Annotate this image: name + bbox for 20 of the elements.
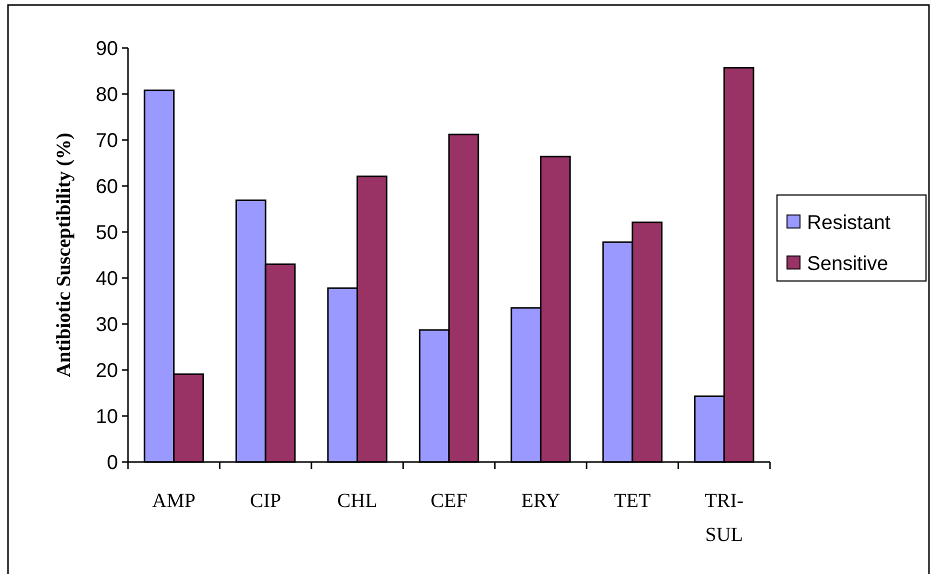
legend-label: Resistant — [807, 212, 891, 234]
y-axis-title: Antibiotic Susceptibility (%) — [53, 132, 75, 378]
x-tick-label: CEF — [430, 490, 468, 512]
x-tick-label: TRI-SUL — [704, 490, 744, 546]
legend-label: Sensitive — [807, 253, 888, 275]
y-tick-label: 30 — [96, 314, 118, 336]
x-tick-label: CIP — [250, 490, 282, 512]
y-tick-label: 50 — [96, 222, 118, 244]
x-tick-label: AMP — [152, 490, 196, 512]
y-tick-label: 20 — [96, 360, 118, 382]
y-tick-label: 0 — [106, 452, 118, 474]
x-tick-label: ERY — [521, 490, 560, 512]
x-tick-label: TET — [614, 490, 651, 512]
x-tick-label: CHL — [337, 490, 378, 512]
y-tick-label: 80 — [96, 84, 118, 106]
y-tick-label: 60 — [96, 176, 118, 198]
y-tick-label: 10 — [96, 406, 118, 428]
y-tick-label: 70 — [96, 130, 118, 152]
y-tick-label: 40 — [96, 268, 118, 290]
y-tick-label: 90 — [96, 38, 118, 60]
